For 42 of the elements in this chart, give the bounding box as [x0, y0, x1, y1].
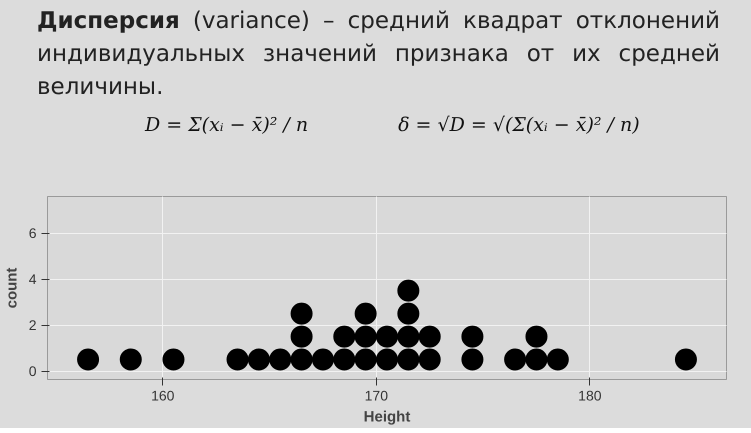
- point: [504, 348, 526, 371]
- point: [269, 348, 292, 371]
- point: [290, 348, 313, 371]
- x-axis-title: Height: [364, 408, 410, 426]
- point: [461, 348, 484, 371]
- point: [546, 348, 569, 371]
- point: [312, 348, 334, 371]
- point: [397, 348, 420, 371]
- point: [674, 348, 697, 371]
- point: [77, 348, 100, 371]
- point: [418, 326, 441, 348]
- x-tick-label: 180: [578, 388, 602, 404]
- point: [376, 348, 398, 371]
- x-tick-label: 160: [151, 388, 175, 404]
- point: [248, 348, 270, 371]
- y-tick-label: 2: [28, 317, 37, 334]
- point: [461, 326, 484, 348]
- point: [397, 302, 420, 325]
- text: D = Σ(xᵢ − x̄)² / n: [145, 114, 308, 136]
- point: [418, 348, 441, 371]
- point: [226, 348, 249, 371]
- point: [525, 348, 548, 371]
- point: [397, 280, 420, 302]
- y-tick-label: 0: [28, 363, 37, 380]
- point: [120, 348, 142, 371]
- point: [333, 348, 356, 371]
- point: [354, 348, 377, 371]
- x-tick-label: 170: [364, 388, 388, 404]
- point: [397, 326, 420, 348]
- point: [333, 326, 356, 348]
- point: [376, 326, 398, 348]
- point: [162, 348, 184, 371]
- point: [290, 326, 313, 348]
- point: [525, 326, 548, 348]
- y-axis-title: count: [4, 268, 21, 308]
- y-tick-label: 6: [28, 225, 37, 242]
- point: [354, 302, 377, 325]
- point: [354, 326, 377, 348]
- y-tick-label: 4: [28, 271, 37, 288]
- point: [290, 302, 313, 325]
- text: δ = √D = √(Σ(xᵢ − x̄)² / n): [398, 114, 640, 136]
- chart-title: Дисперсия: [37, 8, 180, 34]
